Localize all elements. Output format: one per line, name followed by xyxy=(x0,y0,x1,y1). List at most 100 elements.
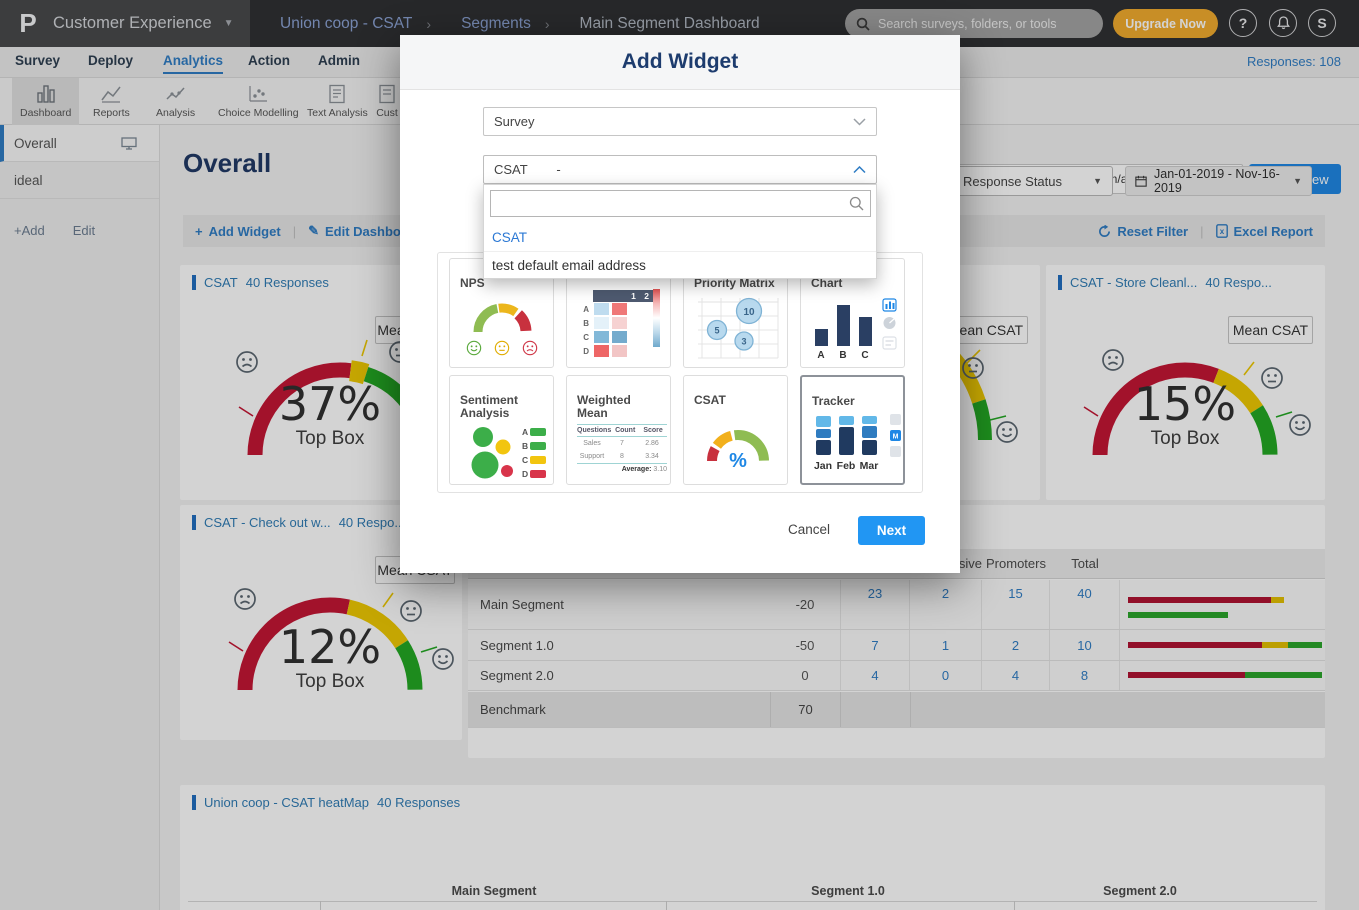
questionpro-logo-icon: P xyxy=(19,8,37,38)
monitor-icon xyxy=(121,136,137,150)
modal-title: Add Widget xyxy=(621,50,739,73)
next-button[interactable]: Next xyxy=(858,516,925,545)
tab-dashboard[interactable]: Dashboard xyxy=(12,78,80,125)
legend-label: D xyxy=(522,469,528,479)
legend-label: B xyxy=(522,441,528,451)
refresh-icon xyxy=(1099,224,1111,237)
benchmark-value: 70 xyxy=(770,692,841,727)
nav-admin[interactable]: Admin xyxy=(318,53,360,68)
total-value: 40 xyxy=(1050,580,1120,629)
table-row[interactable]: Segment 2.0 0 4 0 4 8 xyxy=(468,661,1325,691)
chart-type-icons xyxy=(882,298,897,350)
chevron-down-icon[interactable]: ▼ xyxy=(223,18,234,29)
widget-type-grid: NPS 1 2 A B C D xyxy=(437,252,923,493)
row-label: Benchmark xyxy=(480,702,546,717)
add-widget-button[interactable]: + Add Widget xyxy=(195,223,281,239)
bell-icon xyxy=(1276,16,1290,30)
upgrade-now-button[interactable]: Upgrade Now xyxy=(1113,9,1218,38)
plus-icon: + xyxy=(195,223,203,239)
edit-dashboard-link[interactable]: Edit xyxy=(72,223,96,238)
gauge-caption: Top Box xyxy=(295,428,365,449)
title-accent-bar xyxy=(1058,275,1062,290)
search-icon xyxy=(849,196,864,211)
detractors-value: 7 xyxy=(841,630,910,660)
widget-heatmap[interactable]: Union coop - CSAT heatMap 40 Responses Ma… xyxy=(180,785,1325,910)
widget-type-weighted-mean[interactable]: Weighted Mean Questions Count Score Sales 7… xyxy=(566,375,671,485)
response-status-value: Response Status xyxy=(963,173,1063,189)
tab-label: Reports xyxy=(93,107,130,119)
bar-label: C xyxy=(861,350,868,359)
percent-symbol: % xyxy=(729,450,747,471)
tab-choice-modelling[interactable]: Choice Modelling xyxy=(210,78,307,125)
breadcrumb-survey[interactable]: Union coop - CSAT xyxy=(280,14,413,32)
tab-customer[interactable]: Cust xyxy=(368,78,406,125)
tile-title: NPS xyxy=(460,276,485,290)
breadcrumb-current: Main Segment Dashboard xyxy=(579,14,760,32)
heat-gradient-scale xyxy=(653,289,660,347)
benchmark-row: Benchmark 70 xyxy=(468,692,1325,728)
survey-combo[interactable]: CSAT - xyxy=(483,155,877,184)
bar-chart-preview: A B C xyxy=(815,298,897,361)
brand-area[interactable]: P Customer Experience ▼ xyxy=(0,0,250,47)
sidebar-item-overall[interactable]: Overall xyxy=(0,125,159,162)
widget-type-sentiment[interactable]: Sentiment Analysis A B C D xyxy=(449,375,554,485)
promoters-value: 4 xyxy=(982,661,1050,690)
mean-csat-button[interactable]: Mean CSAT xyxy=(1228,316,1313,344)
response-status-dropdown[interactable]: Response Status ▼ xyxy=(952,166,1113,196)
distribution-bar-yellow xyxy=(1262,642,1288,648)
table-row[interactable]: Segment 1.0 -50 7 1 2 10 xyxy=(468,630,1325,661)
survey-search-input[interactable] xyxy=(490,190,871,217)
tab-text-analysis[interactable]: Text Analysis xyxy=(299,78,376,125)
survey-option-test-email[interactable]: test default email address xyxy=(484,251,876,279)
widget-source-select[interactable]: Survey xyxy=(483,107,877,136)
distribution-bar-red xyxy=(1128,597,1271,603)
edit-dashboard-button[interactable]: ✎ Edit Dashboard xyxy=(308,223,422,239)
nav-analytics[interactable]: Analytics xyxy=(163,53,224,74)
title-accent-bar xyxy=(192,795,196,810)
help-button[interactable]: ? xyxy=(1229,9,1257,37)
date-range-value: Jan-01-2019 - Nov-16-2019 xyxy=(1154,167,1280,195)
cancel-button[interactable]: Cancel xyxy=(788,522,831,537)
gauge-value: 12% xyxy=(278,620,382,674)
bar-label: B xyxy=(839,350,846,359)
heatmap-mini-header: 1 2 xyxy=(593,290,657,302)
widget-type-tracker[interactable]: Tracker Jan Feb Mar M xyxy=(800,375,905,485)
toolbar-divider: | xyxy=(1200,223,1204,239)
month-label: Mar xyxy=(860,460,879,472)
sidebar-item-label: ideal xyxy=(14,172,43,188)
global-search-input[interactable]: Search surveys, folders, or tools xyxy=(845,9,1103,38)
scatter-chart-icon xyxy=(249,86,268,102)
caret-down-icon: ▼ xyxy=(1293,176,1302,186)
sentiment-bubbles-icon: A B C D xyxy=(471,427,546,479)
widget-type-csat[interactable]: CSAT % xyxy=(683,375,788,485)
total-value: 10 xyxy=(1050,630,1120,660)
title-accent-bar xyxy=(192,515,196,530)
reset-filter-button[interactable]: Reset Filter xyxy=(1098,224,1188,239)
widget-csat-store-gauge[interactable]: CSAT - Store Cleanl... 40 Respo... Mean C… xyxy=(1046,265,1325,500)
add-dashboard-link[interactable]: +Add xyxy=(14,223,45,238)
promoters-value: 2 xyxy=(982,630,1050,660)
bubble-value: 5 xyxy=(714,326,719,336)
bubble-value: 3 xyxy=(741,337,746,347)
search-placeholder: Search surveys, folders, or tools xyxy=(878,16,1057,31)
search-icon xyxy=(856,17,870,31)
gauge-chart xyxy=(1083,349,1311,456)
excel-report-button[interactable]: x Excel Report xyxy=(1215,224,1313,239)
sidebar-item-ideal[interactable]: ideal xyxy=(0,162,159,199)
sad-face-icon xyxy=(522,340,538,356)
tab-analysis[interactable]: Analysis xyxy=(148,78,203,125)
survey-option-csat[interactable]: CSAT xyxy=(492,229,528,245)
nav-deploy[interactable]: Deploy xyxy=(88,53,134,68)
distribution-bar-green xyxy=(1128,612,1228,618)
table-row[interactable]: Main Segment -20 23 2 15 40 xyxy=(468,580,1325,630)
gauge-caption: Top Box xyxy=(295,671,365,692)
nav-survey[interactable]: Survey xyxy=(15,53,61,68)
tab-reports[interactable]: Reports xyxy=(85,78,138,125)
breadcrumb-segments[interactable]: Segments xyxy=(461,14,531,32)
date-range-picker[interactable]: Jan-01-2019 - Nov-16-2019 ▼ xyxy=(1125,166,1312,196)
avatar[interactable]: S xyxy=(1308,9,1336,37)
notifications-button[interactable] xyxy=(1269,9,1297,37)
gauge-value: 15% xyxy=(1133,377,1237,431)
nav-action[interactable]: Action xyxy=(248,53,290,68)
